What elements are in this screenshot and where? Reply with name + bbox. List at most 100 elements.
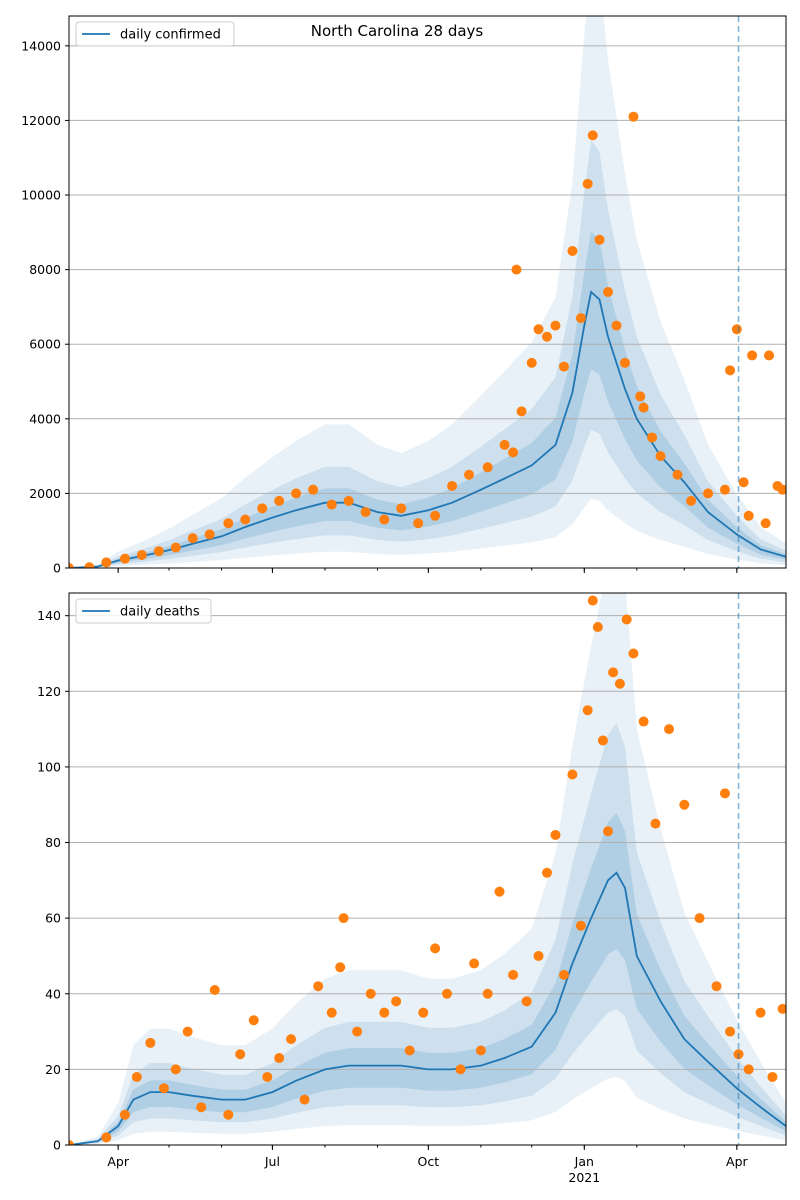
data-point bbox=[499, 439, 510, 450]
band-outer bbox=[69, 16, 786, 568]
data-point bbox=[647, 432, 658, 443]
data-point bbox=[153, 546, 164, 557]
x-year-label: 2021 bbox=[568, 1170, 600, 1185]
data-point bbox=[335, 962, 346, 973]
data-point bbox=[508, 969, 519, 980]
data-point bbox=[223, 518, 234, 529]
data-point bbox=[582, 705, 593, 716]
data-point bbox=[170, 1064, 181, 1075]
y-tick-label: 8000 bbox=[29, 262, 61, 277]
data-point bbox=[635, 391, 646, 402]
data-point bbox=[343, 495, 354, 506]
y-tick-label: 0 bbox=[53, 561, 61, 576]
plot-area bbox=[69, 593, 786, 1145]
axes-frame bbox=[68, 15, 787, 569]
data-point bbox=[326, 1007, 337, 1018]
data-point bbox=[550, 829, 561, 840]
data-point bbox=[196, 1102, 207, 1113]
y-tick-label: 20 bbox=[45, 1062, 61, 1077]
data-point bbox=[430, 943, 441, 954]
data-point bbox=[475, 1045, 486, 1056]
data-point bbox=[743, 1064, 754, 1075]
data-point bbox=[511, 264, 522, 275]
data-point bbox=[760, 518, 771, 529]
data-point bbox=[209, 984, 220, 995]
data-point bbox=[686, 495, 697, 506]
data-point bbox=[731, 324, 742, 335]
plot-area bbox=[69, 16, 786, 568]
data-point bbox=[558, 361, 569, 372]
data-point bbox=[396, 503, 407, 514]
y-tick-label: 140 bbox=[37, 608, 61, 623]
data-point bbox=[603, 287, 614, 297]
data-point bbox=[360, 507, 371, 518]
data-point bbox=[725, 1026, 736, 1037]
data-point bbox=[69, 563, 74, 568]
data-point bbox=[575, 920, 586, 931]
data-point bbox=[628, 648, 639, 659]
y-tick-label: 12000 bbox=[21, 113, 61, 128]
data-point bbox=[379, 1007, 390, 1018]
data-point bbox=[747, 350, 758, 361]
data-point bbox=[182, 1026, 193, 1037]
data-point bbox=[672, 469, 683, 480]
data-point bbox=[84, 562, 95, 568]
data-point bbox=[719, 788, 730, 799]
data-point bbox=[587, 595, 598, 606]
data-point bbox=[338, 913, 349, 924]
data-point bbox=[291, 488, 302, 499]
data-point bbox=[764, 350, 775, 361]
data-point bbox=[594, 234, 605, 245]
data-point bbox=[308, 484, 319, 495]
data-point bbox=[352, 1026, 363, 1037]
data-point bbox=[430, 510, 441, 521]
y-tick-label: 100 bbox=[37, 759, 61, 774]
data-point bbox=[719, 484, 730, 495]
data-point bbox=[326, 499, 337, 510]
chart-title: North Carolina 28 days bbox=[311, 22, 484, 40]
data-point bbox=[240, 514, 251, 525]
data-point bbox=[655, 451, 666, 462]
data-point bbox=[136, 549, 147, 560]
axes-frame bbox=[68, 592, 787, 1146]
y-tick-label: 120 bbox=[37, 684, 61, 699]
data-point bbox=[299, 1094, 310, 1105]
data-point bbox=[441, 988, 452, 999]
data-point bbox=[508, 447, 519, 458]
data-point bbox=[365, 988, 376, 999]
data-point bbox=[262, 1071, 273, 1082]
data-point bbox=[743, 510, 754, 521]
y-tick-label: 2000 bbox=[29, 486, 61, 501]
data-point bbox=[187, 533, 198, 544]
legend: daily confirmed bbox=[75, 21, 235, 47]
data-point bbox=[777, 1003, 786, 1014]
data-point bbox=[447, 480, 458, 491]
data-point bbox=[313, 981, 324, 992]
x-tick-label: Apr bbox=[726, 1154, 748, 1169]
x-tick-label: Jul bbox=[264, 1154, 280, 1169]
data-point bbox=[158, 1083, 169, 1094]
data-point bbox=[286, 1034, 297, 1045]
data-point bbox=[170, 542, 181, 553]
data-point bbox=[638, 402, 649, 413]
data-point bbox=[204, 529, 215, 540]
data-point bbox=[235, 1049, 246, 1060]
data-point bbox=[521, 996, 532, 1007]
data-point bbox=[542, 331, 552, 342]
y-tick-label: 6000 bbox=[29, 337, 61, 352]
data-point bbox=[533, 324, 544, 335]
x-tick-label: Apr bbox=[107, 1154, 129, 1169]
data-point bbox=[575, 313, 586, 324]
data-point bbox=[755, 1007, 766, 1018]
data-point bbox=[638, 716, 649, 727]
data-point bbox=[592, 622, 603, 633]
data-point bbox=[391, 996, 402, 1007]
data-point bbox=[101, 557, 112, 568]
data-point bbox=[679, 799, 690, 810]
data-point bbox=[694, 913, 705, 924]
data-point bbox=[767, 1071, 778, 1082]
data-point bbox=[274, 1053, 285, 1064]
data-point bbox=[494, 886, 505, 897]
data-point bbox=[455, 1064, 466, 1075]
series-line bbox=[69, 290, 786, 568]
